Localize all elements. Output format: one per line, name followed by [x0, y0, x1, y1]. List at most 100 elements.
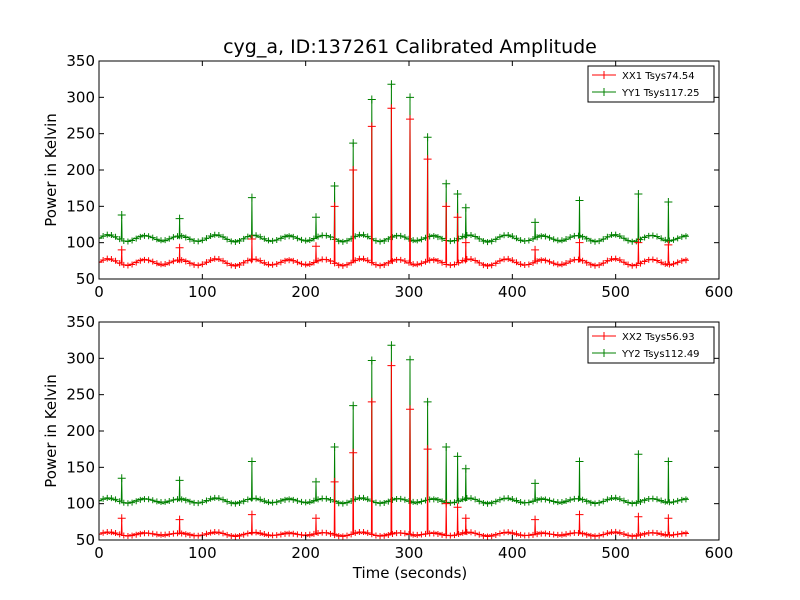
data-point [100, 232, 107, 239]
data-point [149, 258, 156, 265]
data-point [461, 238, 470, 247]
data-point [364, 233, 371, 240]
data-point [414, 237, 421, 244]
data-point [488, 500, 495, 507]
data-point [273, 236, 280, 243]
data-point [310, 259, 317, 266]
data-point [253, 256, 260, 263]
data-point [455, 235, 462, 242]
data-point [459, 529, 466, 536]
data-point [612, 494, 619, 501]
data-point [312, 514, 320, 523]
data-point [277, 235, 284, 242]
data-point [633, 500, 640, 507]
data-point [244, 530, 251, 537]
data-point [153, 236, 160, 243]
data-point [447, 238, 454, 245]
series-xx1 [99, 104, 689, 270]
data-point [583, 531, 590, 538]
data-point [423, 133, 432, 142]
data-point [335, 262, 342, 269]
data-point [215, 495, 222, 502]
data-point [286, 257, 293, 264]
data-point [509, 529, 516, 536]
data-point [215, 256, 222, 263]
data-point [145, 233, 152, 240]
data-point [116, 531, 123, 538]
x-tick-label: 100 [188, 544, 217, 562]
data-point [674, 531, 681, 538]
y-tick-label: 150 [66, 458, 95, 476]
data-point [625, 261, 632, 268]
data-point [182, 258, 189, 265]
data-point [247, 510, 256, 519]
y-tick-label: 350 [66, 313, 95, 331]
data-point [367, 397, 376, 406]
data-point [323, 256, 330, 263]
data-point [513, 259, 520, 266]
data-point [116, 260, 123, 267]
data-point [129, 499, 136, 506]
data-point [253, 232, 260, 239]
data-point [112, 496, 119, 503]
data-point [195, 262, 202, 269]
data-point [330, 181, 339, 190]
data-point [579, 496, 586, 503]
data-point [451, 532, 458, 539]
data-point [124, 500, 131, 507]
y-tick-label: 100 [66, 495, 95, 513]
data-point [496, 496, 503, 503]
data-point [389, 258, 396, 265]
data-point [453, 213, 462, 222]
data-point [534, 234, 541, 241]
y-tick-label: 350 [66, 52, 95, 70]
data-point [315, 233, 322, 240]
data-point [367, 95, 376, 104]
data-point [339, 238, 346, 245]
data-point [546, 530, 553, 537]
data-point [175, 214, 184, 223]
data-point [447, 499, 454, 506]
data-point [531, 218, 540, 227]
data-point [484, 239, 491, 246]
data-point [261, 259, 268, 266]
legend-marker [600, 88, 608, 96]
data-point [579, 257, 586, 264]
data-point [162, 261, 169, 268]
data-point [120, 499, 127, 506]
data-point [567, 258, 574, 265]
data-point [310, 530, 317, 537]
data-point [145, 496, 152, 503]
data-point [461, 464, 470, 473]
data-point [273, 532, 280, 539]
data-point [236, 500, 243, 507]
data-point [682, 233, 689, 240]
data-point [418, 260, 425, 267]
data-point [387, 80, 396, 89]
data-point [513, 530, 520, 537]
data-point [247, 235, 256, 244]
data-point [166, 498, 173, 505]
data-point [149, 497, 156, 504]
data-point [349, 448, 358, 457]
data-point [525, 237, 532, 244]
data-point [434, 258, 441, 265]
legend-label: YY1 Tsys117.25 [621, 88, 700, 99]
data-point [641, 497, 648, 504]
data-point [451, 499, 458, 506]
data-point [476, 235, 483, 242]
data-point [620, 235, 627, 242]
data-point [674, 497, 681, 504]
data-point [323, 495, 330, 502]
data-point [634, 512, 643, 521]
top-plot-panel: Power in Kelvin 0 100 200 300 400 500 600 50 100 1… [42, 52, 733, 301]
data-point [306, 237, 313, 244]
data-point [261, 497, 268, 504]
data-point [575, 256, 582, 263]
data-point [186, 532, 193, 539]
data-point [678, 233, 685, 240]
data-point [406, 93, 415, 102]
data-point [468, 255, 474, 262]
data-point [480, 262, 487, 269]
data-point [129, 261, 136, 268]
